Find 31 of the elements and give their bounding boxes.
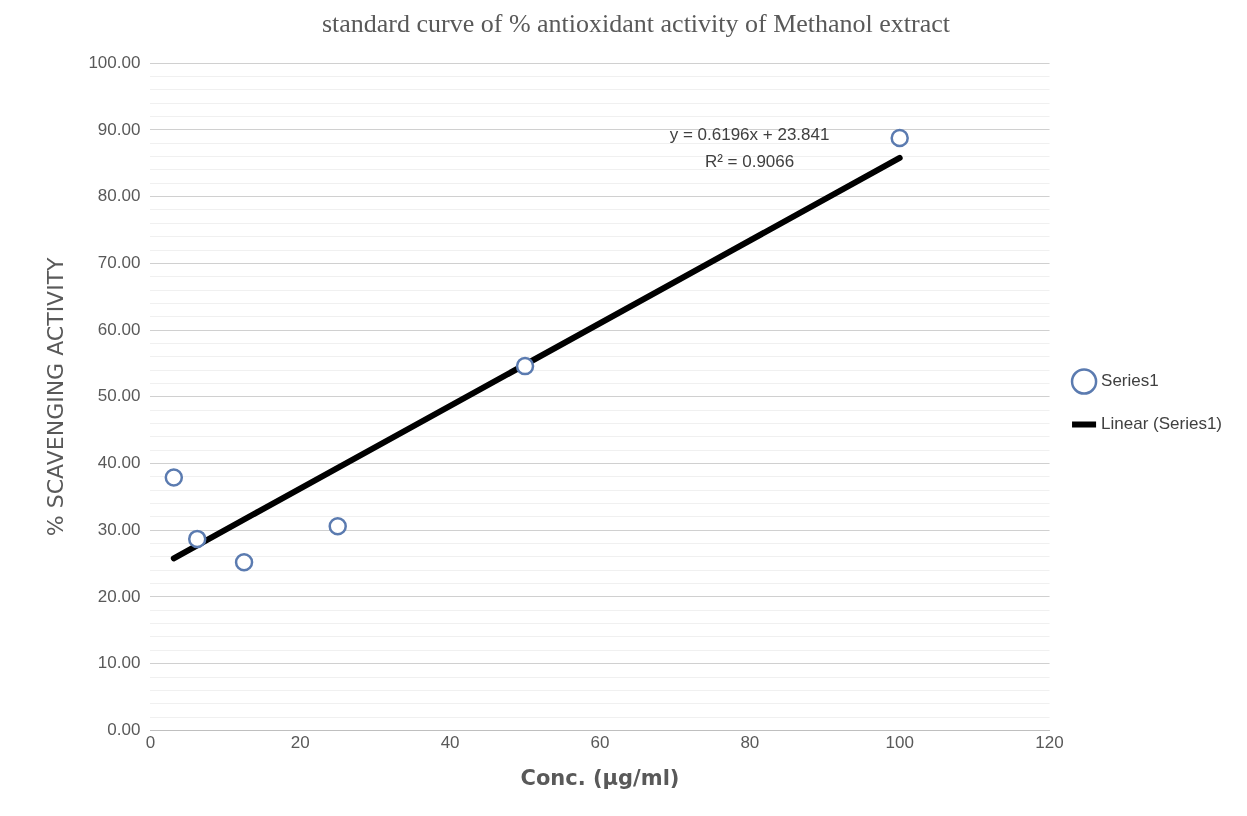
y-tick-label: 50.00 — [97, 386, 141, 406]
point — [890, 128, 909, 148]
legend-label: Series1 — [1101, 371, 1159, 391]
x-tick-label: 100 — [885, 733, 914, 753]
x-tick-label: 60 — [590, 733, 610, 753]
point — [234, 553, 254, 572]
y-tick-label: 90.00 — [97, 119, 141, 139]
y-tick-label: 30.00 — [97, 519, 141, 539]
y-tick-label: 60.00 — [97, 319, 141, 339]
chart-title: standard curve of % antioxidant activity of Methanol extract — [321, 9, 951, 39]
legend-label: Linear (Series1) — [1101, 414, 1223, 434]
annotation: y = 0.6196x + 23.841 — [669, 124, 830, 144]
y-tick-label: 20.00 — [97, 586, 141, 606]
y-tick-label: 100.00 — [88, 52, 141, 72]
point — [515, 356, 535, 376]
y-tick-label: 70.00 — [97, 253, 141, 273]
y-tick-label: 10.00 — [97, 653, 141, 673]
y-axis-title: % SCAVENGING ACTIVITY — [42, 256, 68, 537]
x-tick-label: 40 — [440, 733, 460, 753]
annotation: R² = 0.9066 — [704, 151, 795, 171]
x-axis-title: Conc. (µg/ml) — [520, 765, 680, 790]
point — [187, 529, 207, 549]
x-tick-label: 80 — [740, 733, 760, 753]
y-tick-label: 0.00 — [107, 720, 141, 740]
y-tick-label: 80.00 — [97, 186, 141, 206]
point — [328, 516, 347, 536]
x-tick-label: 120 — [1035, 733, 1064, 753]
x-tick-label: 0 — [145, 733, 156, 753]
y-tick-label: 40.00 — [97, 453, 141, 473]
point — [164, 468, 184, 487]
x-tick-label: 20 — [290, 733, 310, 753]
